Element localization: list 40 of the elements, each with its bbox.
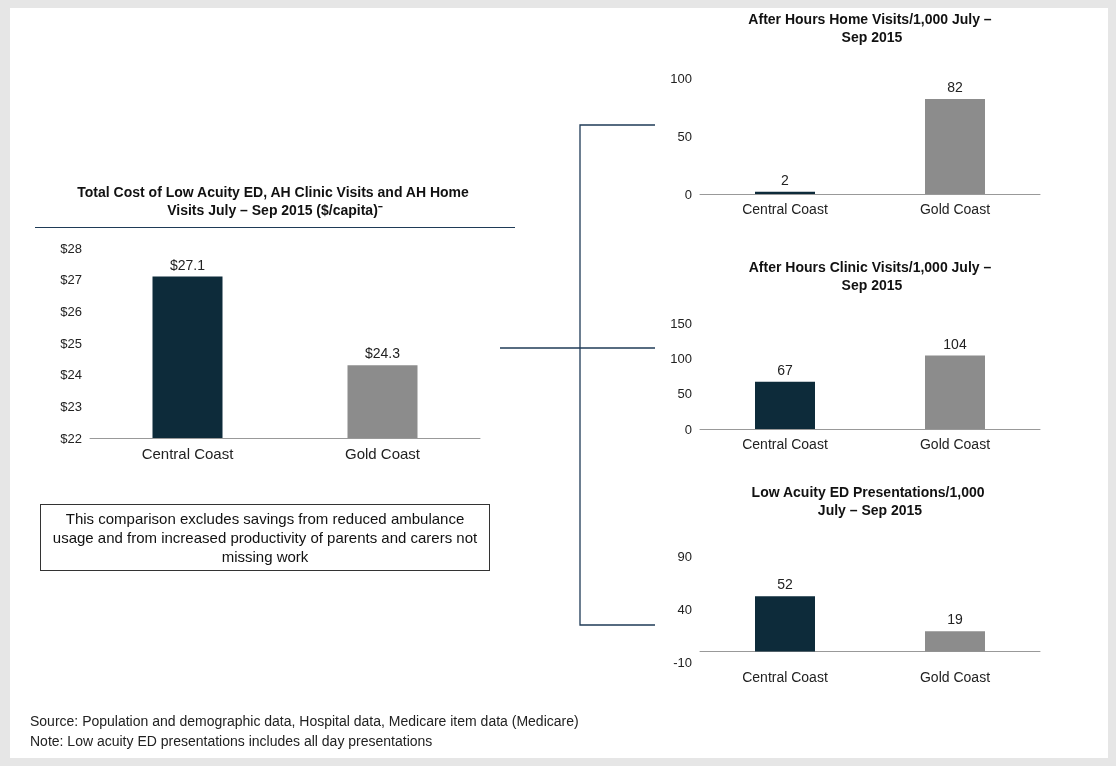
y-tick-label: 100: [670, 350, 692, 366]
data-label: 67: [777, 361, 793, 378]
y-tick-label: 0: [684, 186, 692, 202]
chart-title: Low Acuity ED Presentations/1,000 July – Sep 2015: [751, 484, 989, 518]
text: This comparison excludes savings from reduced ambulance usage and from increased productivity of parents and carers not missing work: [40, 504, 490, 571]
data-label: 82: [947, 78, 963, 95]
x-tick-label: Gold Coast: [344, 445, 421, 462]
data-label: 2: [781, 171, 790, 188]
y-tick-label: 150: [670, 315, 692, 331]
y-tick-label: $25: [60, 335, 82, 351]
y-tick-label: $28: [60, 240, 82, 256]
y-tick-label: $26: [60, 303, 82, 319]
y-tick-label: 40: [677, 601, 692, 617]
y-tick-label: 50: [677, 128, 692, 144]
y-tick-label: 100: [670, 70, 692, 86]
x-tick-label: Central Coast: [141, 445, 235, 462]
chart-title: After Hours Clinic Visits/1,000 July – Sep 2015: [748, 259, 992, 293]
x-tick-label: Gold Coast: [919, 436, 991, 452]
y-tick-label: 0: [684, 421, 692, 437]
text: Note: Low acuity ED presentations includes all day presentations: [30, 732, 434, 751]
y-tick-label: -10: [673, 654, 692, 670]
data-label: 19: [947, 611, 963, 628]
y-tick-label: $23: [60, 398, 82, 414]
x-tick-label: Central Coast: [742, 669, 828, 685]
chart-title: After Hours Home Visits/1,000 July – Sep 2015: [748, 11, 992, 45]
x-tick-label: Central Coast: [742, 436, 828, 452]
chart-title: Total Cost of Low Acuity ED, AH Clinic Visits and AH Home Visits July – Sep 2015 ($/capita)⁻: [77, 184, 473, 218]
y-tick-label: $24: [60, 367, 82, 383]
y-tick-label: $27: [60, 272, 82, 288]
x-tick-label: Gold Coast: [919, 201, 991, 217]
data-label: $27.1: [169, 256, 206, 273]
y-tick-label: 90: [677, 548, 692, 564]
y-tick-label: 50: [677, 386, 692, 402]
x-tick-label: Central Coast: [742, 201, 828, 217]
source-note: Source: Population and demographic data, Hospital data, Medicare item data (Medicare): [30, 712, 580, 731]
x-tick-label: Gold Coast: [919, 669, 991, 685]
y-tick-label: $22: [60, 430, 82, 446]
data-label: $24.3: [364, 345, 401, 362]
data-label: 104: [943, 335, 967, 352]
data-label: 52: [777, 576, 793, 593]
